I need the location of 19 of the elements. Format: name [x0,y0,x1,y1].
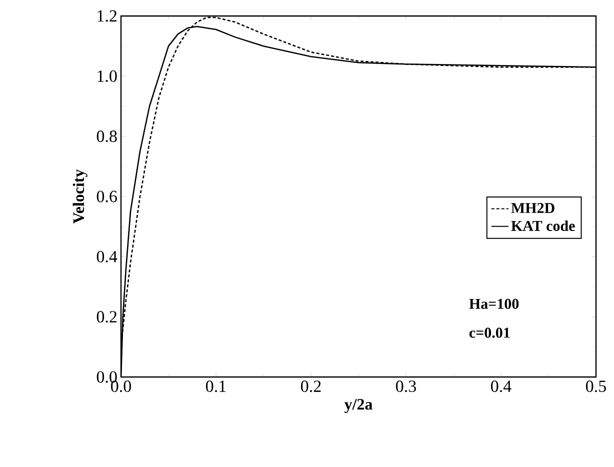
x-tick-label: 0.2 [301,380,321,392]
y-tick-label: 0.6 [96,190,117,202]
x-tick-label: 0.0 [111,380,131,392]
y-tick-label: 1.2 [98,10,117,22]
y-tick-label: 0.8 [96,130,117,142]
x-tick-label: 0.3 [396,380,416,392]
y-tick-label: 0.0 [96,371,117,383]
x-tick-label: 0.1 [206,380,226,392]
x-tick-label: 0.5 [586,380,606,392]
annotation: Ha=100 [469,298,519,309]
y-tick-label: 1.0 [98,70,117,82]
x-tick-label: 0.4 [491,380,512,392]
annotation: c=0.01 [469,328,510,338]
x-axis-title: y/2a [344,398,372,413]
legend-label: KAT code [511,220,575,231]
y-tick-label: 0.4 [96,250,118,262]
legend-label: MH2D [511,203,554,213]
y-axis-title: Velocity [72,169,88,224]
y-tick-label: 0.2 [96,311,117,323]
